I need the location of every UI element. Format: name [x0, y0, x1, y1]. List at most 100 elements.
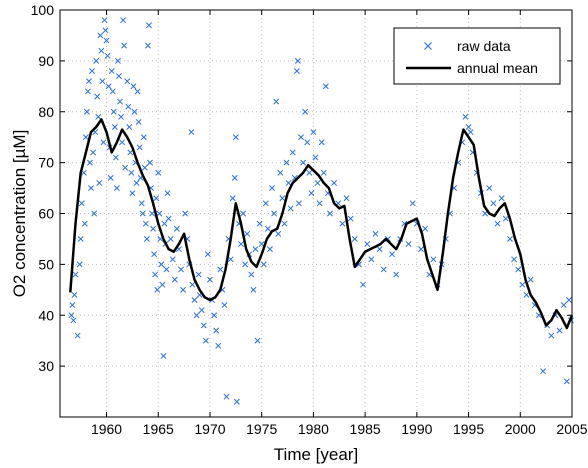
raw-data-point: [93, 57, 100, 64]
raw-data-point: [494, 220, 501, 227]
raw-data-point: [104, 52, 111, 59]
y-axis-label: O2 concentration [µM]: [10, 130, 29, 298]
raw-data-point: [462, 113, 469, 120]
raw-data-point: [389, 251, 395, 258]
raw-data-point: [279, 195, 286, 202]
raw-data-point: [121, 42, 128, 49]
raw-data-point: [146, 22, 152, 29]
raw-data-point: [405, 241, 412, 247]
raw-data-point: [231, 174, 238, 181]
raw-data-point: [89, 68, 96, 75]
raw-data-point: [393, 271, 400, 278]
raw-data-point: [147, 159, 153, 166]
raw-data-point: [117, 98, 123, 105]
raw-data-point: [314, 180, 321, 186]
raw-data-point: [171, 276, 178, 283]
legend-mean-label: annual mean: [457, 60, 538, 76]
raw-data-point: [128, 169, 135, 176]
raw-data-point: [240, 210, 247, 217]
raw-data-point: [302, 108, 309, 115]
raw-data-point: [217, 266, 224, 273]
raw-data-point: [368, 256, 375, 263]
y-tick-label: 50: [38, 256, 54, 272]
raw-data-point: [149, 210, 156, 217]
raw-data-point: [511, 256, 518, 263]
raw-data-point: [173, 225, 180, 232]
raw-data-point: [252, 246, 259, 253]
raw-data-point: [540, 368, 546, 375]
y-tick-label: 100: [31, 2, 55, 18]
raw-data-point: [191, 297, 198, 303]
raw-data-point: [143, 235, 150, 242]
raw-data-point: [116, 73, 122, 80]
raw-data-point: [101, 17, 108, 24]
raw-data-point: [134, 88, 141, 95]
raw-data-point: [130, 83, 137, 90]
raw-data-point: [322, 83, 329, 90]
raw-data-point: [142, 220, 149, 227]
y-tick-label: 40: [38, 307, 54, 323]
x-tick-label: 1985: [350, 421, 381, 437]
raw-data-point: [221, 302, 228, 309]
raw-data-point: [189, 281, 196, 288]
raw-data-point: [285, 180, 292, 186]
raw-data-point: [195, 271, 202, 278]
annual-mean-line: [69, 118, 574, 330]
raw-data-point: [227, 256, 234, 263]
raw-data-point: [163, 266, 170, 273]
raw-data-point: [74, 332, 81, 339]
raw-data-point: [98, 47, 105, 54]
raw-data-point: [125, 103, 132, 110]
raw-data-point: [155, 169, 162, 176]
raw-data-point: [131, 108, 138, 115]
raw-data-point: [135, 118, 142, 125]
raw-data-point: [498, 195, 505, 202]
legend-x-glyph: [424, 42, 432, 50]
raw-data-point: [151, 251, 158, 258]
raw-data-point: [422, 225, 429, 232]
raw-data-point: [204, 251, 211, 258]
raw-data-point: [339, 220, 346, 227]
raw-data-point: [560, 302, 567, 309]
raw-data-point: [200, 322, 207, 329]
raw-data-point: [84, 88, 91, 95]
raw-data-point: [467, 129, 474, 136]
raw-data-point: [250, 286, 257, 293]
raw-data-point: [556, 327, 563, 334]
raw-data-point: [293, 68, 300, 75]
raw-data-point: [277, 169, 284, 176]
x-tick-label: 1975: [246, 421, 277, 437]
raw-data-point: [409, 200, 416, 207]
raw-data-point: [114, 57, 121, 64]
raw-data-point: [418, 246, 424, 253]
raw-data-point: [262, 200, 269, 207]
raw-data-point: [281, 220, 288, 227]
raw-data-point: [213, 327, 220, 334]
raw-data-point: [83, 108, 90, 115]
raw-data-point: [211, 312, 218, 319]
raw-data-point: [152, 271, 159, 278]
raw-data-point: [527, 276, 534, 283]
raw-data-point: [294, 57, 301, 64]
raw-data-point: [563, 378, 570, 385]
raw-data-point: [202, 337, 209, 344]
raw-data-point: [161, 220, 168, 227]
raw-data-point: [68, 312, 75, 319]
raw-data-point: [96, 180, 103, 186]
raw-data-point: [242, 261, 249, 268]
x-tick-label: 1960: [91, 421, 122, 437]
y-tick-label: 90: [38, 53, 54, 69]
raw-data-point: [300, 159, 307, 166]
raw-data-point: [111, 124, 118, 130]
raw-data-point: [94, 93, 101, 100]
raw-data-point: [331, 180, 338, 186]
raw-data-point: [178, 266, 184, 273]
raw-data-point: [310, 129, 317, 136]
raw-data-point: [308, 190, 315, 197]
raw-data-point: [154, 286, 161, 293]
raw-data-point: [502, 215, 509, 222]
raw-data-point: [90, 149, 97, 156]
legend: raw data annual mean: [393, 27, 561, 85]
plot-area: [68, 17, 574, 405]
